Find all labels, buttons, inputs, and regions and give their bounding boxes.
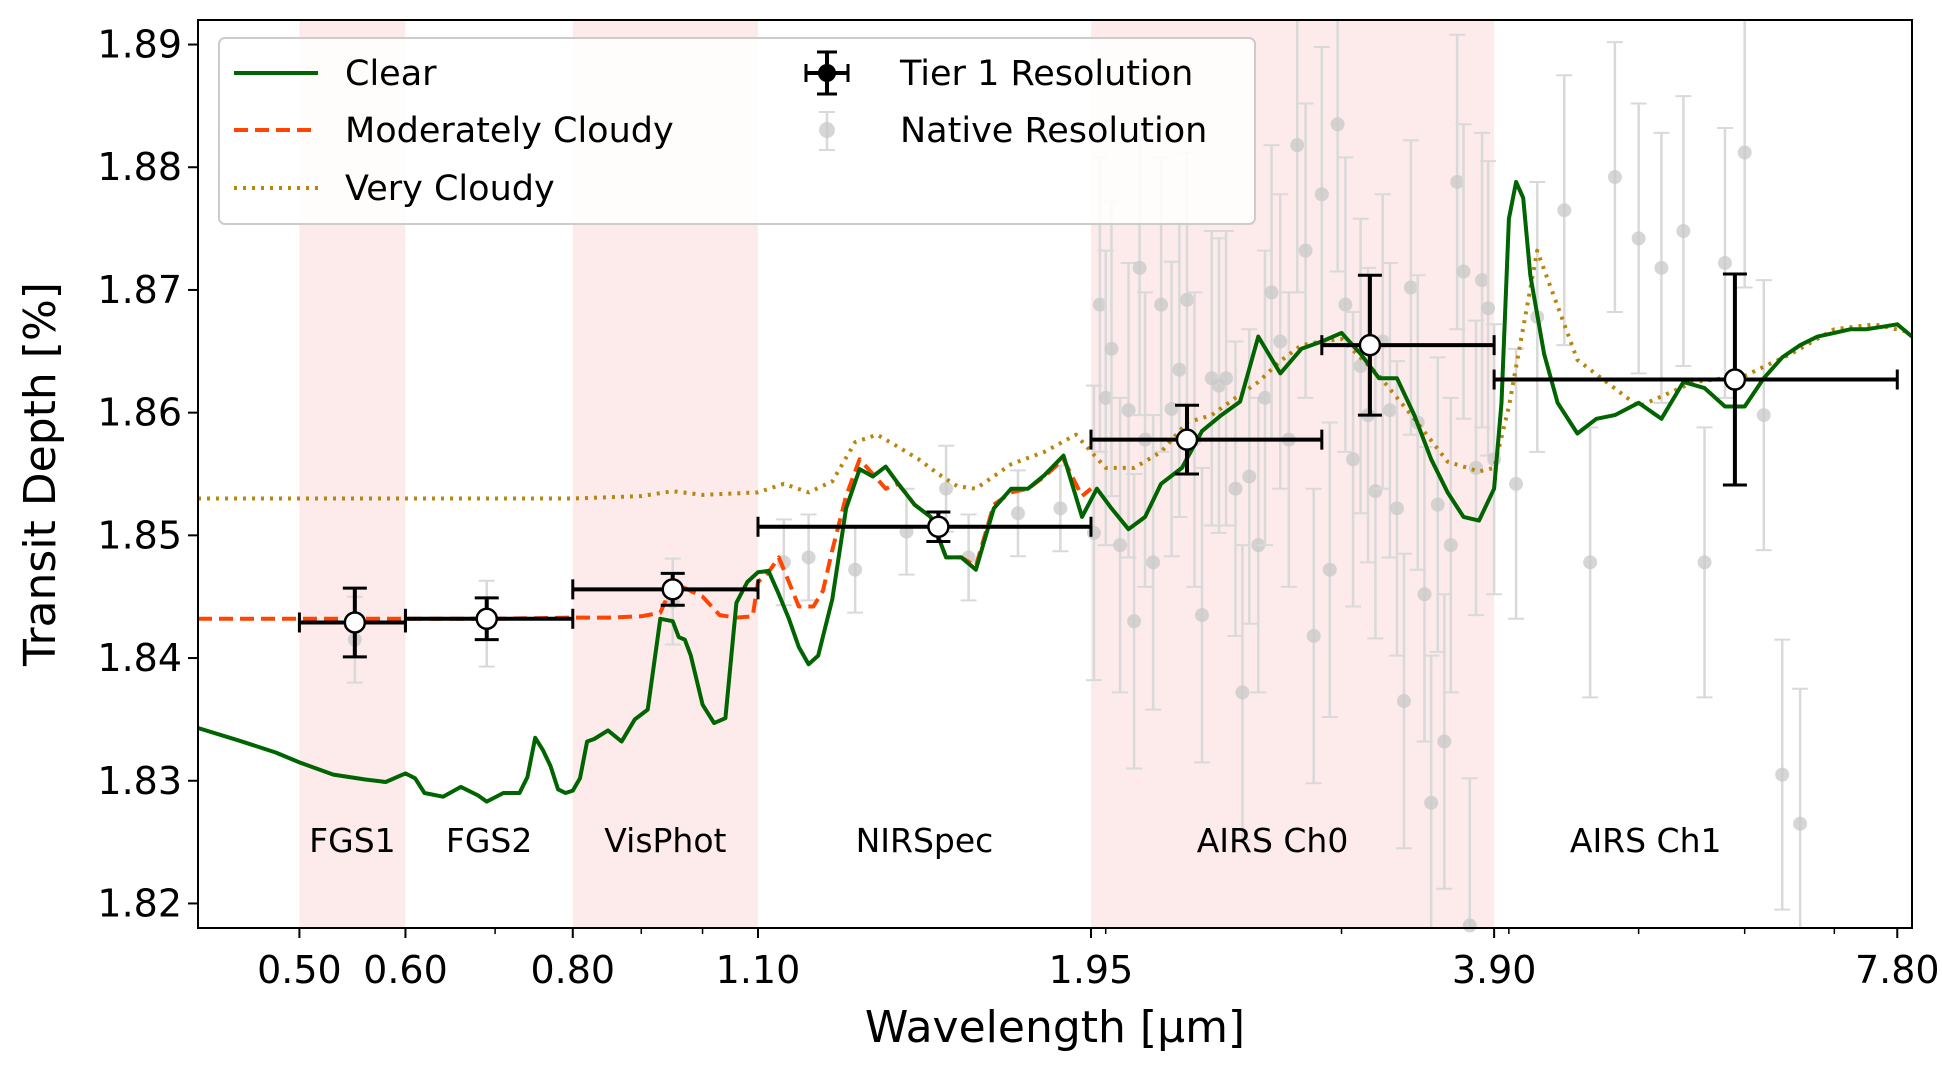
native-point (1675, 95, 1692, 368)
y-axis-title: Transit Depth [%] (15, 282, 66, 667)
instrument-band-labels: FGS1 FGS2 VisPhot NIRSpec AIRS Ch0 AIRS Ch1 (309, 821, 1721, 860)
tier1-point (403, 596, 575, 642)
native-point (1395, 552, 1412, 850)
native-point (1630, 102, 1647, 375)
x-axis-title: Wavelength [μm] (865, 1002, 1245, 1053)
native-point (1345, 311, 1362, 608)
native-point (1337, 156, 1354, 453)
x-tick-label: 0.60 (363, 948, 448, 992)
y-tick-label: 1.83 (97, 759, 182, 803)
native-point (1653, 131, 1670, 404)
x-tick-label: 1.10 (716, 948, 801, 992)
native-point (1112, 396, 1129, 694)
native-point (1461, 777, 1478, 933)
native-point (1755, 279, 1772, 552)
model-spectra (197, 180, 1914, 804)
band-label-visphot: VisPhot (604, 821, 726, 860)
legend-label-moderately-cloudy: Moderately Cloudy (345, 111, 674, 151)
x-tick-label: 0.80 (530, 948, 615, 992)
legend-swatch-native (819, 111, 835, 151)
native-point (1429, 356, 1446, 653)
native-point (1455, 123, 1472, 420)
native-point (1329, 20, 1346, 273)
native-point (1241, 328, 1258, 625)
native-point (1736, 20, 1753, 289)
native-point (1606, 41, 1623, 314)
native-point (1052, 464, 1069, 553)
tier1-point (756, 510, 1093, 543)
y-axis-ticks: 1.82 1.83 1.84 1.85 1.86 1.87 1.88 1.89 (97, 23, 198, 925)
y-tick-label: 1.88 (97, 145, 182, 189)
series-line-moderately-cloudy (198, 457, 1093, 621)
x-tick-label: 7.80 (1855, 948, 1940, 992)
native-point (1716, 126, 1733, 399)
x-axis-ticks: 0.50 0.60 0.80 1.10 1.95 3.90 7.80 (257, 928, 1940, 992)
native-point (1442, 396, 1459, 694)
native-point (1103, 200, 1120, 498)
native-point (1474, 131, 1491, 429)
native-point (1193, 466, 1210, 764)
native-point (1381, 261, 1398, 559)
native-point (1009, 469, 1026, 558)
band-label-fgs1: FGS1 (309, 821, 396, 860)
tier1-point (1492, 272, 1899, 487)
y-tick-label: 1.86 (97, 391, 182, 435)
native-point (938, 444, 955, 533)
native-point (1163, 260, 1180, 558)
legend-swatch-tier1 (804, 50, 850, 96)
y-tick-label: 1.84 (97, 636, 182, 680)
legend: Clear Moderately Cloudy Very Cloudy Tier… (218, 37, 1256, 225)
y-tick-label: 1.89 (97, 23, 182, 67)
x-tick-label: 1.95 (1049, 948, 1134, 992)
plot-frame (197, 19, 1913, 929)
native-point (1234, 544, 1251, 841)
native-point (800, 513, 817, 602)
legend-box (218, 37, 1256, 225)
native-point (1145, 414, 1162, 711)
native-point (1582, 426, 1599, 699)
native-point (1480, 160, 1497, 457)
native-point (1321, 421, 1338, 718)
native-point (1289, 20, 1306, 294)
native-point (1792, 687, 1809, 928)
native-point (1305, 487, 1322, 785)
native-point (1218, 230, 1235, 527)
native-point (1256, 249, 1273, 547)
y-tick-label: 1.85 (97, 513, 182, 557)
legend-label-very-cloudy: Very Cloudy (345, 169, 555, 209)
native-point (847, 525, 864, 614)
y-tick-label: 1.87 (97, 268, 182, 312)
tier1-point (1320, 273, 1496, 417)
band-label-nirspec: NIRSpec (856, 821, 994, 860)
native-point (1227, 340, 1244, 637)
band-label-airs-ch1: AIRS Ch1 (1570, 821, 1722, 860)
legend-label-native: Native Resolution (900, 111, 1207, 151)
legend-label-tier1: Tier 1 Resolution (899, 54, 1193, 94)
native-point (1696, 426, 1713, 699)
native-point (1508, 347, 1525, 620)
native-point (1556, 74, 1573, 347)
native-point (1388, 360, 1405, 657)
series-line-very-cloudy (198, 248, 1913, 501)
band-label-fgs2: FGS2 (446, 821, 533, 860)
tier1-point (1089, 403, 1324, 476)
legend-label-clear: Clear (345, 54, 437, 94)
tier1-point (571, 571, 760, 607)
series-line-clear (197, 180, 1914, 804)
tier1-points (297, 272, 1899, 659)
native-point (1423, 654, 1440, 928)
band-label-airs-ch0: AIRS Ch0 (1197, 821, 1349, 860)
native-point (1774, 638, 1791, 911)
x-tick-label: 0.50 (257, 948, 342, 992)
y-tick-label: 1.82 (97, 881, 182, 925)
x-tick-label: 3.90 (1452, 948, 1537, 992)
native-point (1402, 139, 1419, 436)
